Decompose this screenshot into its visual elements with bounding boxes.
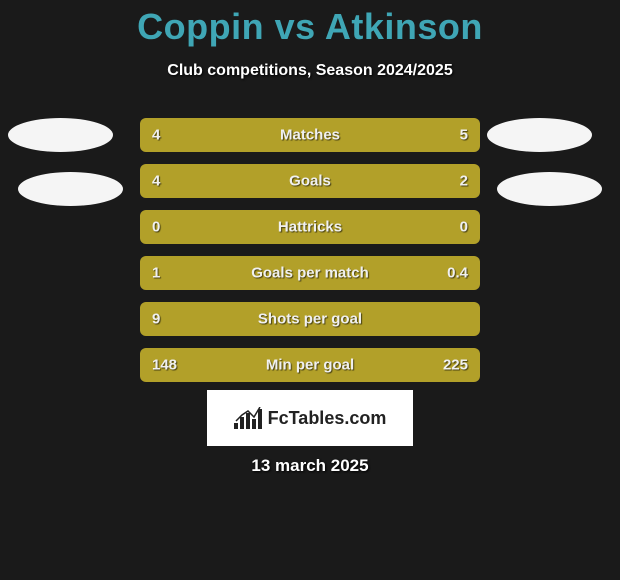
page-title: Coppin vs Atkinson xyxy=(0,0,620,48)
stat-value-left: 148 xyxy=(152,357,177,374)
stat-value-right: 225 xyxy=(443,357,468,374)
stat-value-left: 0 xyxy=(152,219,160,236)
stat-row: 9 Shots per goal xyxy=(140,302,480,336)
stat-label: Goals xyxy=(289,173,331,190)
stat-value-left: 1 xyxy=(152,265,160,282)
stat-value-right: 5 xyxy=(460,127,468,144)
stat-row: 0 0 Hattricks xyxy=(140,210,480,244)
bar-chart-icon xyxy=(234,407,262,429)
stat-row: 1 0.4 Goals per match xyxy=(140,256,480,290)
page-subtitle: Club competitions, Season 2024/2025 xyxy=(0,62,620,80)
stat-value-left: 9 xyxy=(152,311,160,328)
stat-bar-left xyxy=(140,164,367,198)
stat-value-left: 4 xyxy=(152,173,160,190)
stat-row: 4 2 Goals xyxy=(140,164,480,198)
stat-row: 4 5 Matches xyxy=(140,118,480,152)
stat-value-right: 0 xyxy=(460,219,468,236)
stat-label: Shots per goal xyxy=(258,311,362,328)
comparison-bars: 4 5 Matches 4 2 Goals 0 0 Hattricks 1 0.4 Goals per… xyxy=(140,118,480,394)
pill-right-2 xyxy=(497,172,602,206)
stat-label: Goals per match xyxy=(251,265,369,282)
branding-box: FcTables.com xyxy=(207,390,413,446)
stat-label: Min per goal xyxy=(266,357,354,374)
footer-date: 13 march 2025 xyxy=(0,456,620,476)
stat-label: Hattricks xyxy=(278,219,342,236)
stat-bar-left xyxy=(140,118,291,152)
branding-text: FcTables.com xyxy=(268,408,387,429)
stat-value-right: 2 xyxy=(460,173,468,190)
pill-right-1 xyxy=(487,118,592,152)
pill-left-1 xyxy=(8,118,113,152)
stat-row: 148 225 Min per goal xyxy=(140,348,480,382)
stat-label: Matches xyxy=(280,127,340,144)
stat-value-left: 4 xyxy=(152,127,160,144)
pill-left-2 xyxy=(18,172,123,206)
stat-value-right: 0.4 xyxy=(447,265,468,282)
